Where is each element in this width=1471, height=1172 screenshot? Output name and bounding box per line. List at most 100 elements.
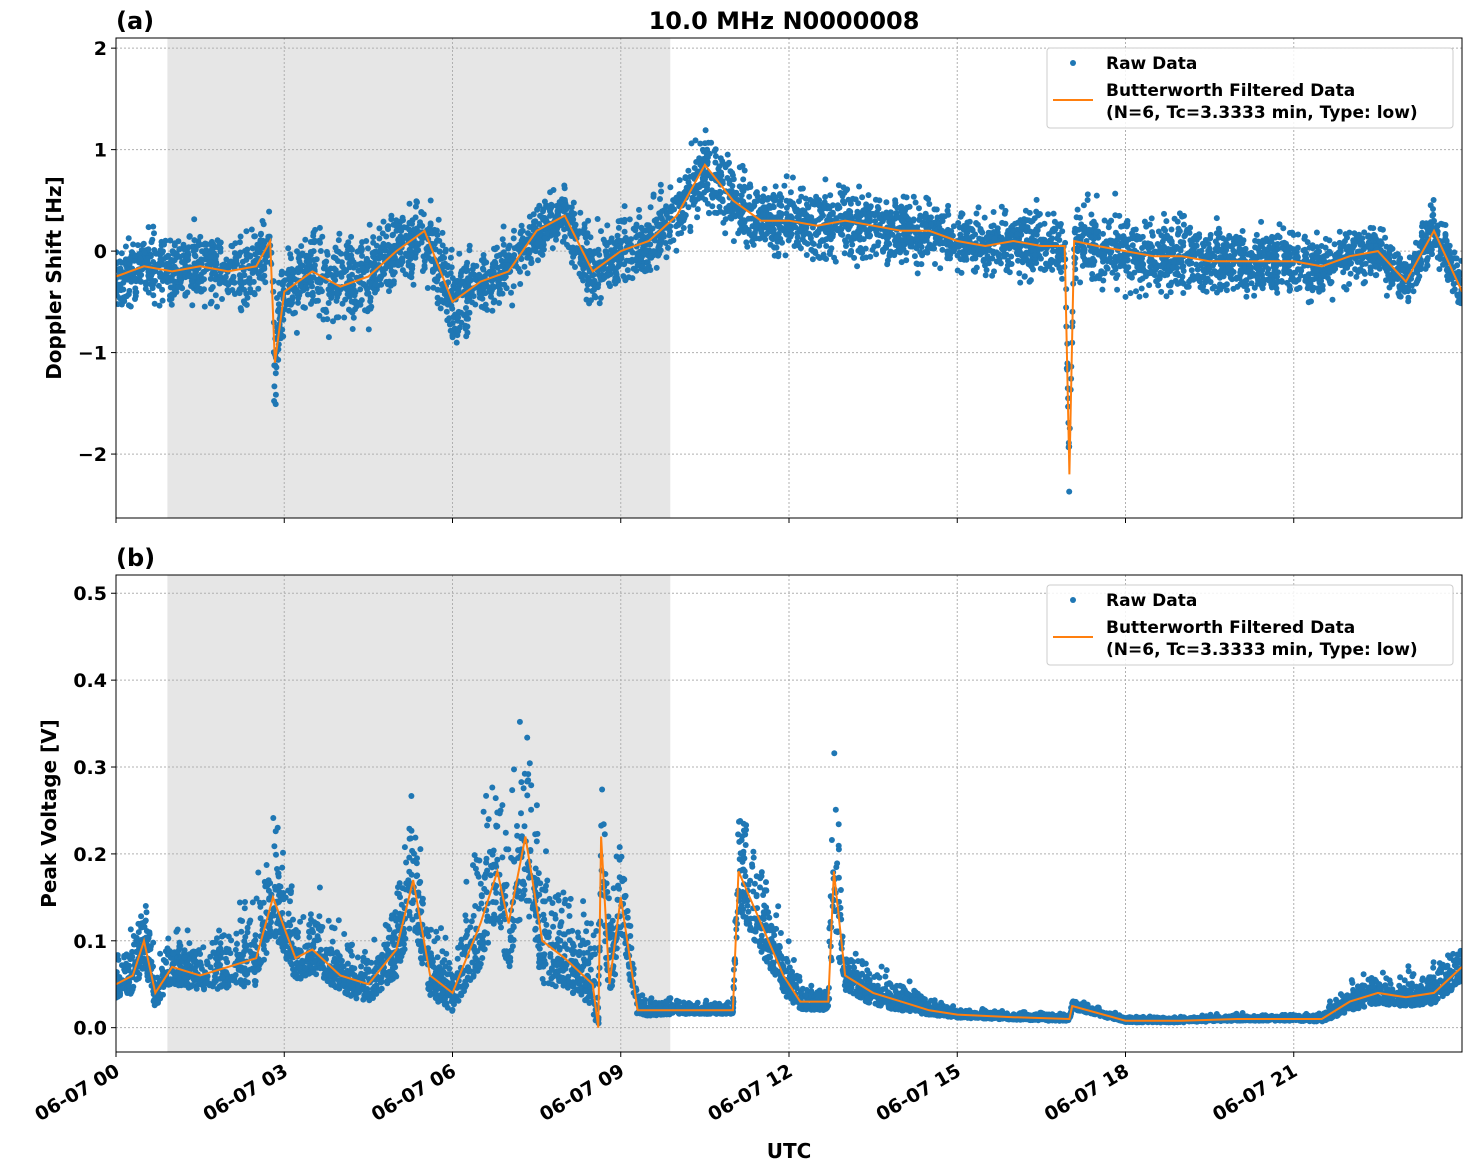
- raw-point: [345, 243, 351, 250]
- raw-point: [1049, 266, 1056, 273]
- raw-point: [589, 272, 596, 279]
- raw-point: [1037, 255, 1044, 262]
- raw-point: [702, 127, 709, 134]
- raw-point: [214, 303, 220, 310]
- raw-point: [217, 248, 224, 255]
- raw-point: [472, 301, 479, 308]
- raw-point: [243, 228, 250, 235]
- raw-point: [386, 288, 392, 295]
- raw-point: [638, 225, 645, 232]
- raw-point: [1430, 206, 1436, 212]
- raw-point: [1135, 235, 1142, 242]
- raw-point: [349, 309, 356, 316]
- raw-point: [719, 178, 726, 185]
- raw-point: [866, 218, 873, 225]
- raw-point: [1174, 244, 1181, 251]
- raw-point: [1097, 250, 1104, 257]
- raw-point: [341, 314, 348, 321]
- raw-point: [1193, 275, 1200, 282]
- raw-point: [867, 253, 874, 260]
- raw-point: [1149, 243, 1155, 250]
- raw-point: [859, 194, 866, 201]
- raw-point: [136, 251, 143, 257]
- raw-point: [586, 300, 593, 307]
- raw-point: [572, 264, 578, 270]
- raw-point: [712, 153, 719, 160]
- raw-point: [1331, 241, 1338, 248]
- raw-point: [1164, 268, 1171, 274]
- raw-point: [1219, 283, 1225, 290]
- raw-point: [865, 192, 872, 199]
- raw-point: [287, 251, 294, 258]
- raw-point: [751, 232, 758, 239]
- raw-point: [496, 290, 503, 297]
- raw-point: [856, 236, 863, 243]
- raw-point: [348, 298, 355, 305]
- raw-point: [781, 182, 788, 189]
- raw-point: [1237, 267, 1244, 273]
- raw-point: [363, 267, 370, 274]
- raw-point: [972, 255, 979, 262]
- raw-point: [867, 213, 873, 219]
- raw-point: [1187, 276, 1194, 283]
- raw-point: [237, 233, 244, 240]
- raw-point: [1253, 231, 1260, 238]
- raw-point: [857, 245, 864, 251]
- raw-point: [883, 244, 890, 251]
- raw-point: [1251, 292, 1258, 299]
- raw-point: [448, 287, 455, 294]
- raw-point: [822, 194, 829, 200]
- raw-point: [1100, 230, 1106, 237]
- raw-point: [1163, 293, 1170, 300]
- raw-point: [1009, 222, 1016, 229]
- raw-point: [950, 223, 957, 230]
- raw-point: [370, 239, 377, 246]
- raw-point: [1079, 232, 1086, 239]
- raw-point: [390, 231, 396, 238]
- raw-point: [722, 230, 729, 237]
- raw-point: [783, 210, 790, 217]
- raw-point: [286, 274, 293, 281]
- raw-point: [1027, 277, 1034, 284]
- raw-point: [867, 204, 874, 211]
- raw-point: [180, 241, 187, 248]
- raw-point: [1031, 237, 1037, 244]
- raw-point: [499, 236, 506, 243]
- raw-point: [479, 265, 486, 272]
- raw-point: [634, 250, 641, 257]
- raw-point: [1236, 261, 1243, 268]
- raw-point: [1416, 273, 1423, 280]
- raw-point: [1125, 264, 1132, 271]
- raw-point: [783, 230, 790, 237]
- raw-point: [973, 210, 980, 217]
- raw-point: [711, 148, 718, 154]
- raw-point: [1129, 242, 1136, 249]
- raw-point: [643, 247, 650, 254]
- raw-point: [1123, 223, 1130, 230]
- raw-point: [484, 306, 491, 313]
- raw-point: [687, 223, 694, 230]
- raw-point: [156, 270, 163, 277]
- raw-point: [1166, 237, 1173, 244]
- raw-point: [983, 235, 990, 242]
- raw-point: [650, 191, 657, 198]
- raw-point: [809, 256, 816, 263]
- raw-point: [1260, 277, 1267, 283]
- raw-point: [754, 198, 760, 204]
- raw-point: [633, 234, 640, 241]
- raw-point: [407, 252, 414, 258]
- raw-point: [1402, 261, 1409, 268]
- raw-point: [960, 251, 967, 258]
- raw-point: [614, 232, 621, 239]
- raw-point: [503, 285, 510, 292]
- raw-point: [1313, 229, 1320, 236]
- raw-point: [386, 278, 393, 285]
- raw-point: [419, 268, 426, 274]
- raw-point: [876, 197, 883, 204]
- raw-point: [1451, 249, 1458, 256]
- raw-point: [1002, 245, 1009, 252]
- raw-point: [1116, 212, 1123, 219]
- raw-point: [1315, 285, 1321, 292]
- raw-point: [1146, 282, 1153, 289]
- raw-point: [495, 279, 502, 285]
